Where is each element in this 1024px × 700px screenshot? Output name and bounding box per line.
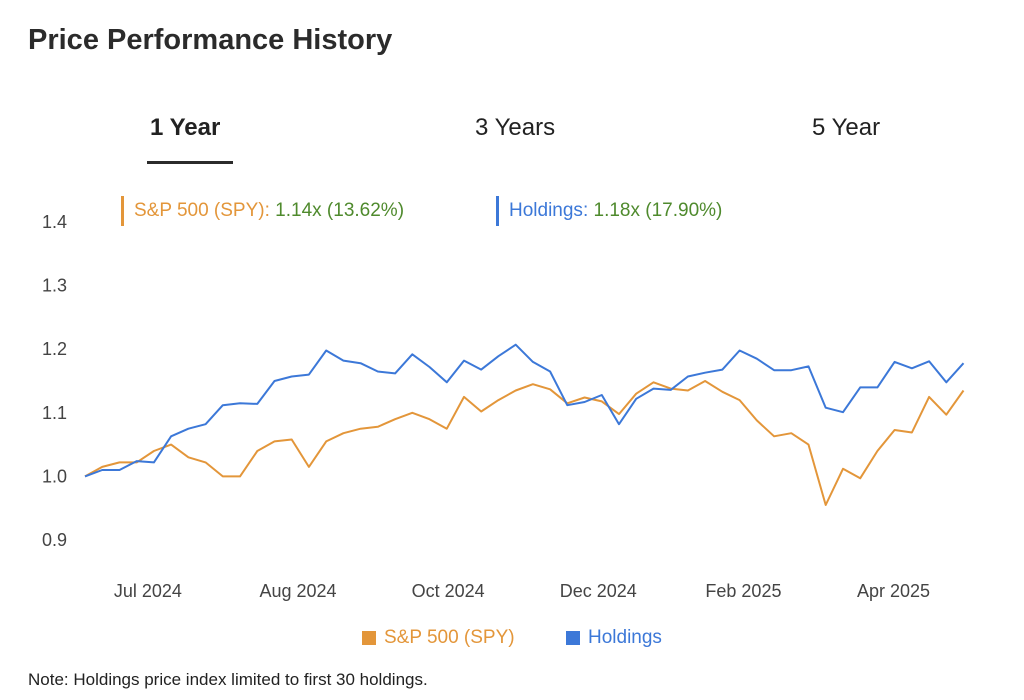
x-tick-label: Aug 2024 xyxy=(259,581,336,601)
stat-holdings-value: 1.18x (17.90%) xyxy=(593,200,723,221)
tab-5-year[interactable]: 5 Year xyxy=(812,114,881,141)
y-tick-label: 1.3 xyxy=(42,276,67,296)
x-tick-label: Feb 2025 xyxy=(705,581,781,601)
stat-sp500-marker xyxy=(121,196,124,226)
stat-holdings-label: Holdings xyxy=(509,200,583,221)
y-tick-label: 1.0 xyxy=(42,466,67,486)
legend-sp500-swatch xyxy=(362,631,376,645)
stat-holdings: Holdings: 1.18x (17.90%) xyxy=(496,196,722,226)
stat-holdings-marker xyxy=(496,196,499,226)
legend-holdings-label: Holdings xyxy=(588,627,662,648)
legend-sp500[interactable]: S&P 500 (SPY) xyxy=(362,625,515,651)
x-tick-label: Apr 2025 xyxy=(857,581,930,601)
series-line-holdings xyxy=(84,343,965,478)
stat-sp500: S&P 500 (SPY): 1.14x (13.62%) xyxy=(121,196,404,226)
y-tick-label: 1.1 xyxy=(42,403,67,423)
series-line-sp500 xyxy=(84,380,965,506)
x-tick-label: Oct 2024 xyxy=(412,581,485,601)
y-tick-label: 1.4 xyxy=(42,212,67,232)
stat-sp500-label: S&P 500 (SPY) xyxy=(134,200,265,221)
x-tick-label: Jul 2024 xyxy=(114,581,182,601)
page-title: Price Performance History xyxy=(28,24,393,56)
footnote: Note: Holdings price index limited to fi… xyxy=(28,670,428,689)
stat-sp500-separator: : xyxy=(264,200,270,221)
stat-sp500-value: 1.14x (13.62%) xyxy=(275,200,405,221)
legend-holdings-swatch xyxy=(566,631,580,645)
legend-holdings[interactable]: Holdings xyxy=(566,625,662,651)
tab-1-year[interactable]: 1 Year xyxy=(150,114,221,141)
y-tick-label: 0.9 xyxy=(42,530,67,550)
y-tick-label: 1.2 xyxy=(42,339,67,359)
active-tab-underline xyxy=(147,161,233,164)
tab-3-years[interactable]: 3 Years xyxy=(475,114,556,141)
legend-sp500-label: S&P 500 (SPY) xyxy=(384,627,515,648)
x-tick-label: Dec 2024 xyxy=(560,581,637,601)
stat-holdings-separator: : xyxy=(582,200,589,221)
